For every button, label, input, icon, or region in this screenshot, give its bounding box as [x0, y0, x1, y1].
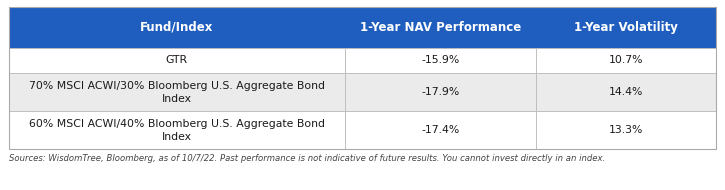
Bar [536, 111, 716, 149]
Bar [9, 73, 345, 111]
Bar [345, 48, 536, 73]
Text: -17.9%: -17.9% [421, 87, 460, 97]
Text: Fund/Index: Fund/Index [140, 21, 213, 34]
Text: 13.3%: 13.3% [609, 125, 643, 135]
Text: 1-Year Volatility: 1-Year Volatility [574, 21, 678, 34]
Bar [536, 7, 716, 48]
Bar [9, 7, 345, 48]
Bar [9, 48, 345, 73]
Bar [345, 73, 536, 111]
Bar [9, 7, 716, 149]
Text: 60% MSCI ACWI/40% Bloomberg U.S. Aggregate Bond
Index: 60% MSCI ACWI/40% Bloomberg U.S. Aggrega… [29, 119, 325, 142]
Text: 1-Year NAV Performance: 1-Year NAV Performance [360, 21, 521, 34]
Text: -15.9%: -15.9% [421, 55, 460, 65]
Bar [536, 48, 716, 73]
Text: Sources: WisdomTree, Bloomberg, as of 10/7/22. Past performance is not indicativ: Sources: WisdomTree, Bloomberg, as of 10… [9, 154, 605, 163]
Bar [345, 111, 536, 149]
Bar [536, 73, 716, 111]
Text: GTR: GTR [166, 55, 188, 65]
Bar [9, 111, 345, 149]
Text: 10.7%: 10.7% [609, 55, 643, 65]
Text: 70% MSCI ACWI/30% Bloomberg U.S. Aggregate Bond
Index: 70% MSCI ACWI/30% Bloomberg U.S. Aggrega… [29, 81, 325, 104]
Text: -17.4%: -17.4% [421, 125, 460, 135]
Text: 14.4%: 14.4% [609, 87, 643, 97]
Bar [345, 7, 536, 48]
